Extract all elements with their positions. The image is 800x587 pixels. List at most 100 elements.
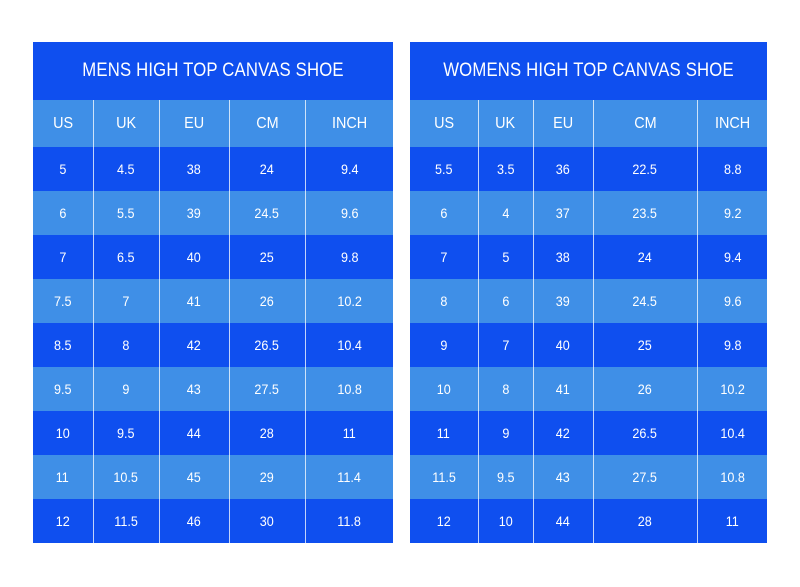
size-cell-inch: 9.4: [304, 147, 393, 191]
table-row: 12 10 44 28 11: [410, 499, 767, 543]
size-value: 9: [501, 425, 510, 441]
size-value: 12: [55, 513, 70, 529]
table-row: 7 5 38 24 9.4: [410, 235, 767, 279]
column-header-label: INCH: [714, 114, 750, 132]
size-cell-us: 11: [33, 455, 93, 499]
size-cell-inch: 9.8: [696, 323, 767, 367]
size-value: 38: [186, 161, 202, 177]
size-value: 8.5: [53, 337, 72, 353]
size-cell-cm: 24.5: [592, 279, 697, 323]
size-cell-uk: 11.5: [92, 499, 159, 543]
size-cell-eu: 40: [158, 235, 229, 279]
size-value: 11: [342, 425, 356, 441]
column-header-cm: CM: [228, 100, 305, 147]
size-value: 7: [501, 337, 510, 353]
size-value: 39: [555, 293, 571, 309]
size-value: 9.4: [723, 249, 742, 265]
size-cell-us: 9: [410, 323, 478, 367]
size-cell-uk: 6.5: [92, 235, 159, 279]
size-value: 40: [186, 249, 202, 265]
column-header-us: US: [33, 100, 93, 147]
size-value: 38: [555, 249, 571, 265]
table-row: 9 7 40 25 9.8: [410, 323, 767, 367]
size-value: 42: [186, 337, 202, 353]
size-cell-cm: 25: [592, 323, 697, 367]
column-header-label: CM: [255, 114, 279, 132]
size-value: 8: [501, 381, 510, 397]
size-value: 39: [186, 205, 202, 221]
size-cell-cm: 27.5: [592, 455, 697, 499]
size-value: 40: [555, 337, 571, 353]
size-value: 27.5: [632, 469, 658, 485]
size-cell-us: 7.5: [33, 279, 93, 323]
column-header-label: EU: [552, 114, 573, 132]
size-value: 9.5: [496, 469, 515, 485]
size-cell-inch: 11: [304, 411, 393, 455]
size-cell-eu: 40: [532, 323, 593, 367]
table-row: 5 4.5 38 24 9.4: [33, 147, 393, 191]
column-header-label: EU: [183, 114, 204, 132]
size-value: 22.5: [632, 161, 658, 177]
size-cell-cm: 28: [592, 499, 697, 543]
size-cell-us: 7: [33, 235, 93, 279]
size-value: 10.8: [336, 381, 362, 397]
size-value: 12: [436, 513, 451, 529]
size-value: 24: [259, 161, 275, 177]
womens-size-chart: WOMENS HIGH TOP CANVAS SHOE US UK EU CM INCH…: [410, 42, 767, 543]
size-cell-uk: 8: [477, 367, 533, 411]
column-header-label: US: [433, 114, 454, 132]
size-value: 41: [186, 293, 202, 309]
size-cell-cm: 25: [228, 235, 305, 279]
size-value: 7.5: [53, 293, 72, 309]
size-cell-cm: 24: [592, 235, 697, 279]
size-value: 8: [440, 293, 448, 309]
size-value: 27.5: [254, 381, 280, 397]
size-cell-inch: 9.6: [304, 191, 393, 235]
size-cell-us: 8.5: [33, 323, 93, 367]
table-row: 6 4 37 23.5 9.2: [410, 191, 767, 235]
size-cell-inch: 10.4: [696, 411, 767, 455]
size-value: 6: [59, 205, 67, 221]
size-value: 43: [186, 381, 202, 397]
size-cell-cm: 26: [228, 279, 305, 323]
table-row: 10 9.5 44 28 11: [33, 411, 393, 455]
size-value: 4.5: [117, 161, 135, 177]
size-value: 5.5: [434, 161, 453, 177]
size-cell-us: 11: [410, 411, 478, 455]
size-cell-us: 12: [33, 499, 93, 543]
size-value: 9.5: [117, 425, 135, 441]
size-cell-eu: 45: [158, 455, 229, 499]
size-cell-cm: 28: [228, 411, 305, 455]
size-value: 9.5: [53, 381, 72, 397]
mens-size-table: US UK EU CM INCH 5 4.5 38 24 9.4 6 5.5 39 24.5 9.6 7 6.…: [33, 100, 393, 543]
size-value: 9.8: [340, 249, 359, 265]
womens-size-table: US UK EU CM INCH 5.5 3.5 36 22.5 8.8 6 4 37 23.5 9.2 7…: [410, 100, 767, 543]
size-cell-inch: 11.4: [304, 455, 393, 499]
size-cell-eu: 41: [158, 279, 229, 323]
size-cell-uk: 10.5: [92, 455, 159, 499]
size-value: 44: [186, 425, 202, 441]
size-cell-inch: 10.4: [304, 323, 393, 367]
size-cell-inch: 8.8: [696, 147, 767, 191]
size-cell-eu: 37: [532, 191, 593, 235]
size-cell-inch: 10.2: [304, 279, 393, 323]
size-cell-uk: 3.5: [477, 147, 533, 191]
mens-size-chart: MENS HIGH TOP CANVAS SHOE US UK EU CM INCH 5…: [33, 42, 393, 543]
size-cell-us: 10: [33, 411, 93, 455]
womens-chart-title: WOMENS HIGH TOP CANVAS SHOE: [443, 60, 734, 81]
column-header-inch: INCH: [696, 100, 767, 147]
size-value: 8: [122, 337, 130, 353]
size-cell-inch: 10.2: [696, 367, 767, 411]
size-value: 26: [637, 381, 653, 397]
size-value: 29: [259, 469, 275, 485]
size-cell-inch: 10.8: [696, 455, 767, 499]
size-cell-inch: 10.8: [304, 367, 393, 411]
size-cell-eu: 39: [158, 191, 229, 235]
column-header-cm: CM: [592, 100, 697, 147]
size-value: 5.5: [117, 205, 135, 221]
column-header-eu: EU: [158, 100, 229, 147]
table-row: 8.5 8 42 26.5 10.4: [33, 323, 393, 367]
size-cell-uk: 9.5: [92, 411, 159, 455]
size-value: 25: [637, 337, 653, 353]
column-header-label: UK: [115, 114, 136, 132]
